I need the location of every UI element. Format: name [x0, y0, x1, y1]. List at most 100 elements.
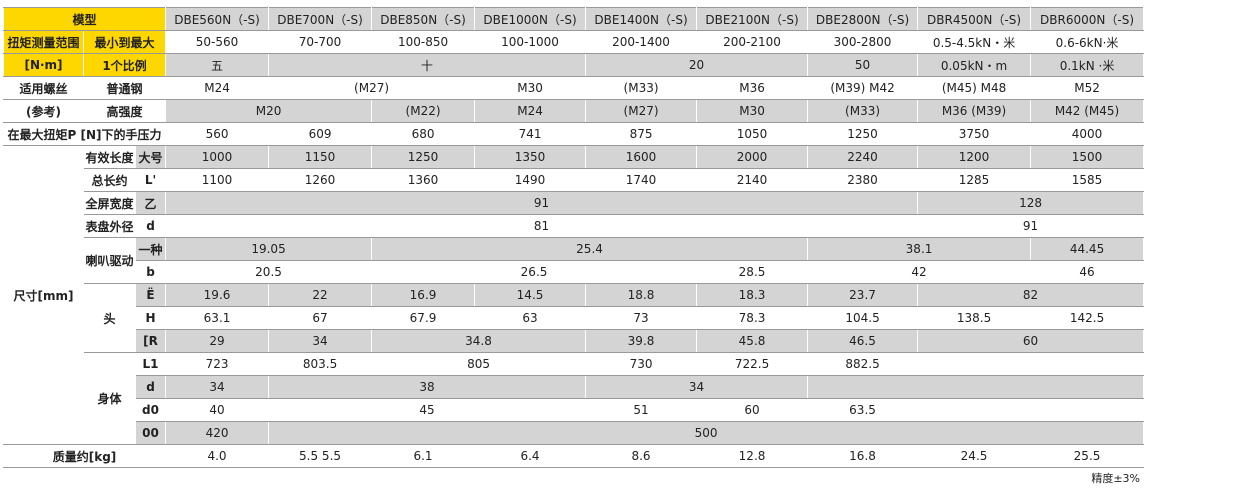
value-cell: DBE850N（-S) — [371, 7, 476, 31]
value-cell: 44.45 — [1030, 237, 1145, 261]
value-cell: 1250 — [807, 122, 919, 146]
value-cell: 25.4 — [371, 237, 809, 261]
value-cell: 63.1 — [165, 306, 270, 330]
row: H 63.1 67 67.9 63 73 78.3 104.5 138.5 142.5 — [4, 306, 1145, 330]
value-cell: 19.6 — [165, 283, 270, 307]
value-cell: 28.5 — [696, 260, 809, 284]
value-cell: 0.1kN ·米 — [1030, 53, 1145, 77]
value-cell: 723 — [165, 352, 270, 376]
label-cell: H — [134, 306, 167, 330]
value-cell: 2240 — [807, 145, 919, 169]
value-cell: 200-1400 — [585, 30, 698, 54]
value-cell: M20 — [165, 99, 373, 123]
value-cell: 19.05 — [165, 237, 373, 261]
value-cell: 1350 — [474, 145, 587, 169]
row: 适用螺丝 普通钢 M24 (M27) M30 (M33) M36 (M39) M42 (M45)… — [3, 76, 1145, 100]
value-cell: 24.5 — [917, 444, 1032, 468]
value-cell: 560 — [165, 122, 270, 146]
value-cell: M36 (M39) — [917, 99, 1032, 123]
label-cell: [R — [134, 329, 167, 353]
value-cell: 1100 — [165, 168, 270, 192]
empty-cell — [807, 375, 1145, 399]
value-cell: M42 (M45) — [1030, 99, 1145, 123]
value-cell: 1490 — [474, 168, 587, 192]
label-cell: [N·m] — [3, 53, 84, 77]
value-cell: 1360 — [371, 168, 476, 192]
value-cell: 875 — [585, 122, 698, 146]
value-cell: 609 — [268, 122, 373, 146]
value-cell: M24 — [165, 76, 270, 100]
value-cell: (M39) M42 — [807, 76, 919, 100]
label-cell: 质量约[kg] — [2, 444, 167, 468]
value-cell: 16.9 — [371, 283, 476, 307]
label-cell: 总长约 — [83, 168, 136, 192]
value-cell: 722.5 — [696, 352, 809, 376]
value-cell: 18.8 — [585, 283, 698, 307]
value-cell: 2380 — [807, 168, 919, 192]
label-cell: 尺寸[mm] — [3, 145, 84, 445]
label-cell: 乙 — [134, 191, 167, 215]
value-cell: 40 — [165, 398, 270, 422]
value-cell: M30 — [474, 76, 587, 100]
label-cell: Ë — [134, 283, 167, 307]
value-cell: 1000 — [165, 145, 270, 169]
value-cell: 500 — [268, 421, 1145, 445]
footnote: 精度±3% — [1091, 472, 1140, 485]
value-cell: 46 — [1030, 260, 1145, 284]
value-cell: 67 — [268, 306, 373, 330]
label-cell: 大号 — [134, 145, 167, 169]
value-cell: 104.5 — [807, 306, 919, 330]
row: 头 Ë 19.6 22 16.9 14.5 18.8 18.3 23.7 82 — [4, 283, 1145, 353]
value-cell: 十 — [268, 53, 587, 77]
value-cell: 34.8 — [371, 329, 587, 353]
value-cell: 0.6-6kN·米 — [1030, 30, 1145, 54]
value-cell: 82 — [917, 283, 1145, 307]
row: 喇叭驱动 一种 19.05 25.4 38.1 44.45 — [4, 237, 1145, 284]
value-cell: 300-2800 — [807, 30, 919, 54]
value-cell: 20 — [585, 53, 809, 77]
label-cell: 适用螺丝 — [3, 76, 84, 100]
value-cell: 6.1 — [371, 444, 476, 468]
value-cell: DBE700N（-S) — [268, 7, 373, 31]
value-cell: 4.0 — [165, 444, 270, 468]
value-cell: 1150 — [268, 145, 373, 169]
value-cell: 91 — [165, 191, 919, 215]
value-cell: 78.3 — [696, 306, 809, 330]
value-cell: 741 — [474, 122, 587, 146]
value-cell: 1200 — [917, 145, 1032, 169]
value-cell: 730 — [585, 352, 698, 376]
value-cell: (M27) — [585, 99, 698, 123]
value-cell: 39.8 — [585, 329, 698, 353]
value-cell: 38.1 — [807, 237, 1032, 261]
empty-cell — [917, 352, 1145, 376]
value-cell: 1260 — [268, 168, 373, 192]
value-cell: 803.5 — [268, 352, 373, 376]
value-cell: M30 — [696, 99, 809, 123]
value-cell: 1585 — [1030, 168, 1145, 192]
row: (参考) 高强度 M20 (M22) M24 (M27) M30 (M33) M36 (M39)… — [3, 99, 1145, 123]
value-cell: DBE1000N（-S) — [474, 7, 587, 31]
row: [N·m] 1个比例五十 20 50 0.05kN・m 0.1kN ·米 — [3, 53, 1145, 77]
value-cell: 38 — [268, 375, 587, 399]
value-cell: 20.5 — [165, 260, 373, 284]
label-cell: 头 — [83, 283, 136, 353]
spec-table: 模型 DBE560N（-S) DBE700N（-S) DBE850N（-S) DBE10… — [2, 7, 1145, 468]
row: d 34 38 34 — [4, 375, 1145, 399]
value-cell: 25.5 — [1030, 444, 1145, 468]
value-cell: 50 — [807, 53, 919, 77]
value-cell: (M45) M48 — [917, 76, 1032, 100]
label-cell: L1 — [134, 352, 167, 376]
value-cell: (M33) — [807, 99, 919, 123]
value-cell: 五 — [165, 53, 270, 77]
value-cell: 34 — [268, 329, 373, 353]
label-cell: b — [134, 260, 167, 284]
value-cell: 46.5 — [807, 329, 919, 353]
value-cell: DBE1400N（-S) — [585, 7, 698, 31]
value-cell: 1600 — [585, 145, 698, 169]
row: 在最大扭矩P [N]下的手压力 560 609 680 741 875 1050 1250 37… — [2, 122, 1145, 146]
label-cell: 表盘外径 — [83, 214, 136, 238]
label-cell: 喇叭驱动 — [83, 237, 136, 284]
value-cell: 63.5 — [807, 398, 919, 422]
label-cell: d — [134, 214, 167, 238]
table-wrap: 模型 DBE560N（-S) DBE700N（-S) DBE850N（-S) DBE10… — [2, 7, 1145, 468]
